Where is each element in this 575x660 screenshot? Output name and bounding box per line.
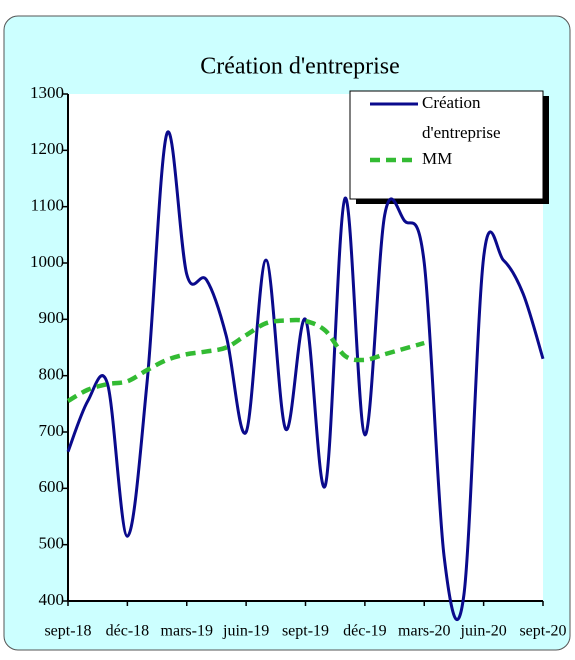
y-tick-label: 1300 (30, 83, 64, 102)
legend-label: MM (422, 149, 452, 168)
x-tick-label: sept-19 (282, 623, 329, 640)
legend-label: Création d'entreprise (422, 93, 501, 142)
x-tick-label: juin-19 (222, 623, 269, 640)
y-tick-label: 600 (39, 477, 65, 496)
y-tick-label: 700 (39, 421, 65, 440)
y-tick-label: 800 (39, 365, 65, 384)
x-tick-label: mars-20 (398, 623, 450, 640)
y-tick-label: 1000 (30, 252, 64, 271)
chart-title: Création d'entreprise (200, 54, 400, 80)
x-tick-label: juin-20 (460, 623, 507, 640)
series-line (66, 317, 425, 403)
series-line (66, 130, 545, 622)
x-tick-label: déc-18 (106, 623, 150, 640)
x-tick-label: sept-18 (44, 623, 91, 640)
x-tick-label: mars-19 (161, 623, 213, 640)
x-tick-label: déc-19 (343, 623, 387, 640)
y-tick-label: 400 (39, 590, 65, 609)
x-tick-label: sept-20 (519, 623, 566, 640)
y-tick-label: 900 (39, 308, 65, 327)
y-tick-label: 500 (39, 534, 65, 553)
y-tick-label: 1100 (31, 196, 64, 215)
y-tick-label: 1200 (30, 139, 64, 158)
legend (349, 90, 544, 200)
